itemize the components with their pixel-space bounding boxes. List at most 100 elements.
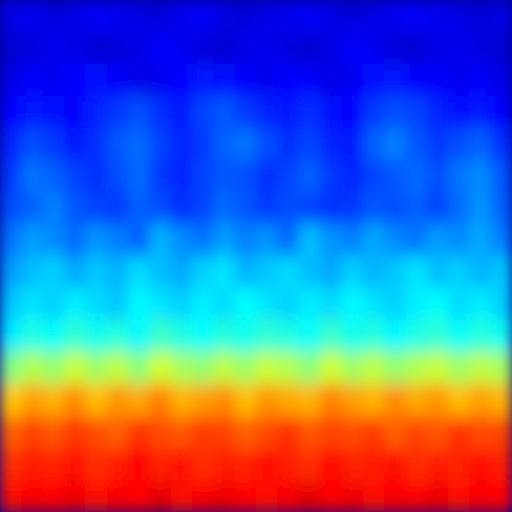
cell [0,384,22,417]
cell [235,32,257,65]
cell [320,416,342,449]
cell [427,480,449,512]
cell [256,128,278,161]
cell [363,448,385,481]
cell [192,448,214,481]
cell [384,352,406,385]
cell [171,128,193,161]
cell [213,96,235,129]
cell [448,288,470,321]
cell [491,192,512,225]
cell [277,288,299,321]
cell [128,128,150,161]
cell [21,64,43,97]
cell [405,288,427,321]
cell [85,32,107,65]
cell [213,128,235,161]
cell [277,0,299,33]
cell [0,480,22,512]
cell [469,0,491,33]
cell [427,32,449,65]
cell [128,416,150,449]
cell [64,224,86,257]
cell [469,160,491,193]
cell [213,352,235,385]
cell [448,352,470,385]
cell [149,256,171,289]
cell [64,0,86,33]
cell [107,256,129,289]
cell [21,96,43,129]
cell [149,192,171,225]
cell [469,448,491,481]
cell [128,160,150,193]
cell [43,256,65,289]
cell [341,384,363,417]
cell [107,288,129,321]
cell [43,160,65,193]
cell [43,416,65,449]
cell [128,0,150,33]
cell [320,224,342,257]
cell [384,288,406,321]
cell [427,128,449,161]
cell [341,256,363,289]
cell [43,480,65,512]
cell [277,320,299,353]
cell [427,384,449,417]
cell [427,160,449,193]
cell [171,416,193,449]
cell [107,96,129,129]
cell [448,320,470,353]
cell [107,480,129,512]
cell [85,224,107,257]
cell [149,64,171,97]
cell [64,128,86,161]
cell [341,96,363,129]
cell [469,96,491,129]
cell [277,416,299,449]
cell [427,224,449,257]
cell [256,384,278,417]
cell [256,288,278,321]
cell [448,448,470,481]
cell [64,416,86,449]
cell [171,384,193,417]
cell [64,64,86,97]
cell [320,448,342,481]
cell [64,192,86,225]
cell [341,160,363,193]
cell [405,64,427,97]
cell [320,192,342,225]
cell [149,320,171,353]
cell [192,192,214,225]
cell [43,0,65,33]
cell [363,320,385,353]
cell [256,32,278,65]
cell [192,224,214,257]
cell [85,96,107,129]
cell [277,480,299,512]
cell [64,320,86,353]
cell [171,448,193,481]
cell [405,384,427,417]
cell [277,352,299,385]
cell [256,64,278,97]
cell [149,352,171,385]
cell [21,352,43,385]
cell [448,96,470,129]
cell [299,64,321,97]
cell [0,160,22,193]
cell [491,64,512,97]
cell [85,320,107,353]
cell [363,480,385,512]
cell [405,160,427,193]
cell [277,384,299,417]
cell [128,448,150,481]
cell [43,32,65,65]
cell [171,480,193,512]
cell [448,32,470,65]
cell [235,416,257,449]
cell [21,192,43,225]
cell [491,256,512,289]
